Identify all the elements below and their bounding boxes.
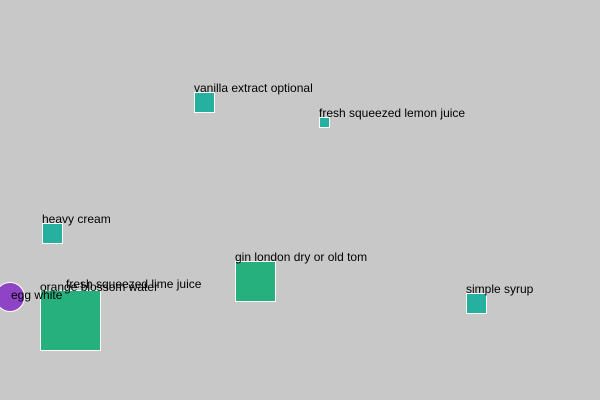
node-syrup[interactable]: simple syrup — [466, 282, 534, 314]
node-egg[interactable]: egg white — [0, 282, 63, 312]
node-vanilla-marker — [194, 92, 215, 113]
node-lime-label: fresh squeezed lime juice — [66, 277, 202, 291]
node-lemon-label: fresh squeezed lemon juice — [319, 106, 465, 120]
node-lemon-marker — [319, 117, 330, 128]
node-orange-label: orange blossom water — [40, 280, 158, 294]
node-egg-label: egg white — [11, 288, 63, 302]
node-gin-marker — [235, 261, 276, 302]
node-cream-label: heavy cream — [42, 212, 111, 226]
node-gin-label: gin london dry or old tom — [235, 250, 367, 264]
node-egg-marker — [0, 282, 25, 312]
node-syrup-label: simple syrup — [466, 282, 534, 296]
node-lemon[interactable]: fresh squeezed lemon juice — [319, 106, 465, 128]
node-orange-marker — [40, 290, 101, 351]
node-lime[interactable]: fresh squeezed lime juice — [66, 277, 202, 291]
node-vanilla-label: vanilla extract optional — [194, 81, 313, 95]
node-cream[interactable]: heavy cream — [42, 212, 111, 244]
node-cream-marker — [42, 223, 63, 244]
node-gin[interactable]: gin london dry or old tom — [235, 250, 367, 302]
node-vanilla[interactable]: vanilla extract optional — [194, 81, 313, 113]
node-orange[interactable] — [40, 290, 101, 351]
node-syrup-marker — [466, 293, 487, 314]
